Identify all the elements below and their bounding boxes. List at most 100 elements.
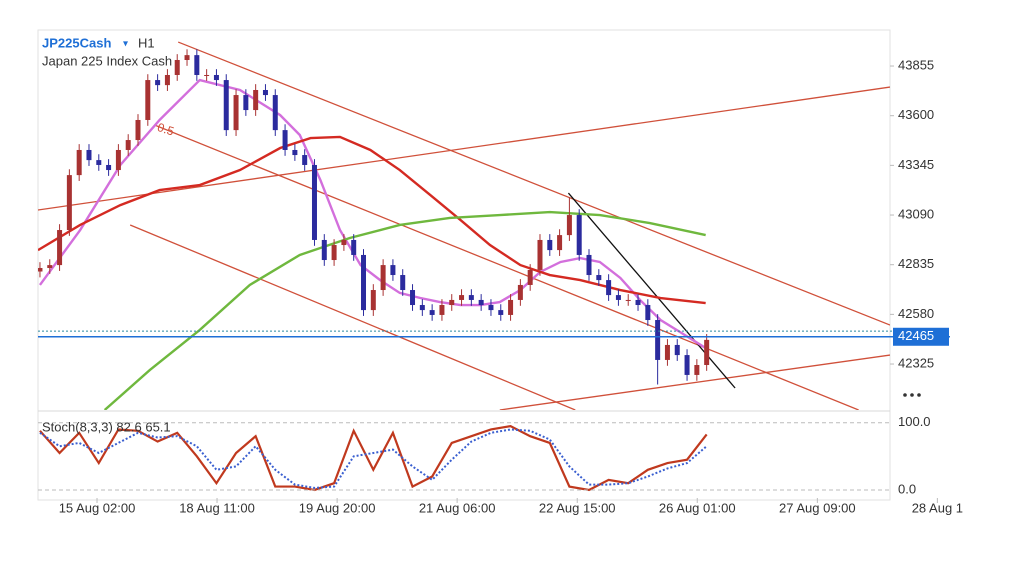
candle-body: [302, 155, 308, 165]
candle-body: [684, 355, 690, 375]
candle-body: [478, 299, 484, 306]
candle-body: [488, 305, 494, 311]
candle-body: [47, 265, 53, 269]
y-tick-label: 42835: [898, 256, 934, 271]
candle-body: [262, 89, 268, 96]
candle-body: [361, 254, 367, 311]
candle-body: [400, 275, 406, 291]
candle-body: [547, 239, 553, 251]
candle-body: [449, 299, 455, 306]
candle-body: [125, 140, 131, 150]
moving-average: [38, 78, 707, 350]
dot: [903, 393, 907, 397]
candle-body: [635, 299, 641, 306]
candle-body: [498, 310, 504, 315]
candle-body: [96, 160, 102, 165]
candle-body: [586, 254, 592, 276]
subtitle: Japan 225 Index Cash: [42, 53, 172, 68]
x-tick-label: 28 Aug 1: [912, 500, 963, 515]
candle-body: [419, 305, 425, 311]
x-tick-label: 21 Aug 06:00: [419, 500, 496, 515]
candle-body: [213, 74, 219, 81]
moving-average: [38, 135, 706, 305]
stoch-line: [39, 424, 708, 492]
candle-body: [243, 95, 249, 111]
candle-body: [135, 119, 141, 141]
y-tick-label: 0.0: [898, 481, 916, 496]
candle-body: [576, 215, 582, 255]
price-label: 42465: [898, 328, 934, 343]
candle-body: [655, 320, 661, 360]
axes: 43855 43600 43345 43090 42835 42580 42325 42465…: [38, 57, 963, 515]
stoch-panel: [39, 424, 708, 492]
more-menu[interactable]: [903, 393, 921, 397]
x-tick-label: 22 Aug 15:00: [539, 500, 616, 515]
candle-body: [164, 74, 170, 86]
y-tick-label: 43855: [898, 57, 934, 72]
candle-body: [625, 299, 631, 301]
candle-body: [86, 149, 92, 161]
price-panel: 0.5: [38, 41, 890, 410]
candle-body: [380, 265, 386, 291]
candle-body: [253, 89, 259, 111]
candle-body: [439, 305, 445, 315]
candle-body: [106, 164, 112, 171]
candle-body: [459, 295, 465, 300]
candle-body: [566, 215, 572, 236]
candle-body: [321, 239, 327, 261]
candle-body: [468, 295, 474, 300]
candle-body: [57, 230, 63, 266]
y-tick-label: 42325: [898, 355, 934, 370]
candle-body: [282, 130, 288, 150]
candle-body: [527, 269, 533, 285]
candle-body: [76, 149, 82, 176]
y-tick-label: 43600: [898, 107, 934, 122]
candle-body: [694, 365, 700, 375]
dot: [910, 393, 914, 397]
candle-body: [508, 299, 514, 315]
candle-body: [645, 305, 651, 321]
candle-body: [233, 95, 239, 131]
candle-body: [410, 290, 416, 306]
candle-body: [704, 339, 710, 366]
candle-body: [292, 149, 298, 156]
y-tick-label: 43345: [898, 157, 934, 172]
symbol-dropdown[interactable]: ▾: [123, 39, 128, 50]
trend-line: [129, 224, 576, 410]
price-label-box: [893, 327, 949, 346]
candle-body: [66, 175, 72, 231]
candle-body: [615, 295, 621, 300]
candle-body: [351, 239, 357, 255]
trend-line: [154, 124, 859, 410]
x-tick-label: 27 Aug 09:00: [779, 500, 856, 515]
candle-body: [341, 239, 347, 246]
candle-body: [174, 59, 180, 75]
candle-body: [145, 80, 151, 120]
x-tick-label: 19 Aug 20:00: [299, 500, 376, 515]
candle-body: [311, 164, 317, 240]
trend-line: [499, 354, 890, 410]
candle-body: [38, 268, 43, 272]
candle-body: [155, 80, 161, 86]
x-tick-label: 15 Aug 02:00: [59, 500, 136, 515]
candle-body: [537, 239, 543, 270]
candle-body: [331, 245, 337, 261]
candle-body: [517, 284, 523, 300]
candle-body: [370, 290, 376, 311]
y-tick-label: 42580: [898, 306, 934, 321]
symbol[interactable]: JP225Cash: [42, 35, 111, 50]
candle-body: [606, 280, 612, 296]
candle-body: [194, 55, 200, 75]
stoch-line: [39, 428, 708, 489]
candle-body: [272, 95, 278, 131]
stoch-title: Stoch(8,3,3) 82.6 65.1: [42, 419, 171, 434]
candle-body: [429, 310, 435, 315]
trend-line: [177, 41, 890, 326]
candle-body: [674, 344, 680, 356]
timeframe[interactable]: H1: [138, 35, 155, 50]
candle-body: [184, 55, 190, 60]
y-tick-label: 100.0: [898, 414, 931, 429]
dot: [917, 393, 921, 397]
candle-body: [557, 235, 563, 251]
